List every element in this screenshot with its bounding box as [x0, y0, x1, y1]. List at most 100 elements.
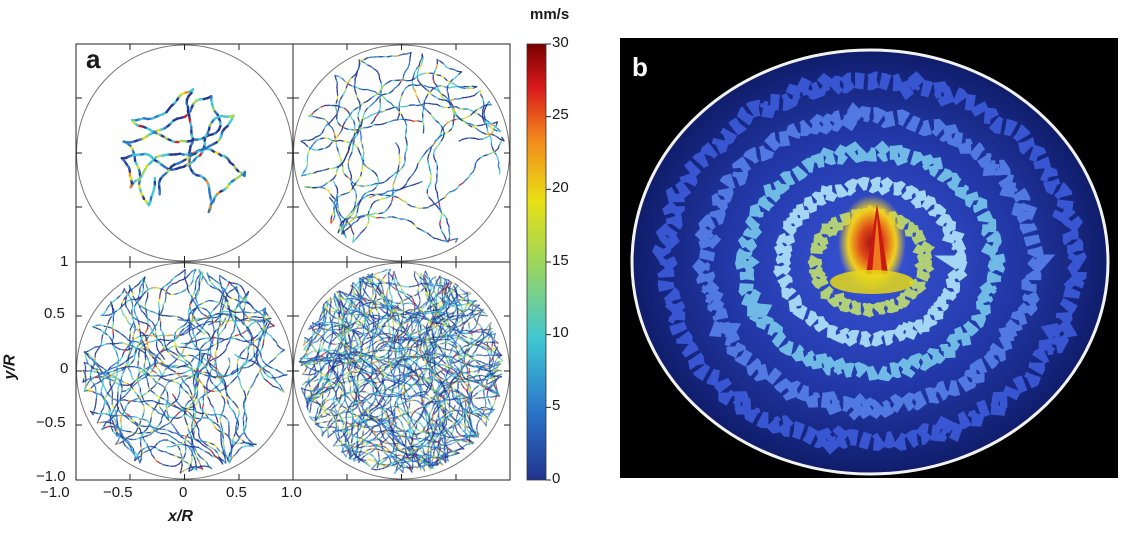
trajectory-segment — [142, 332, 147, 338]
trajectory-segment — [432, 141, 436, 146]
trajectory-segment — [465, 345, 469, 351]
trajectory-segment — [222, 459, 227, 464]
trajectory-segment — [142, 284, 145, 290]
trajectory-segment — [449, 68, 455, 71]
trajectory-segment — [315, 116, 321, 119]
trajectory-segment — [101, 334, 104, 340]
trajectory-segment — [230, 445, 234, 451]
trajectory-segment — [342, 222, 347, 228]
trajectory-segment — [135, 427, 139, 433]
trajectory-segment — [208, 399, 212, 405]
trajectory-segment — [192, 309, 197, 315]
trajectory-segment — [364, 328, 370, 332]
trajectory-segment — [131, 450, 135, 455]
trajectory-segment — [161, 413, 167, 417]
trajectory-segment — [336, 118, 339, 124]
trajectory-segment — [226, 418, 230, 423]
trajectory-segment — [89, 371, 92, 378]
trajectory-segment — [414, 90, 417, 96]
trajectory-segment — [378, 342, 384, 346]
trajectory-segment — [417, 180, 423, 184]
trajectory-segment — [279, 389, 285, 393]
trajectory-segment — [160, 308, 164, 314]
trajectory-segment — [217, 452, 220, 458]
trajectory-segment — [489, 125, 494, 130]
trajectory-segment — [200, 331, 206, 335]
trajectory-segment — [371, 200, 376, 206]
trajectory-segment — [379, 192, 386, 195]
trajectory-segment — [145, 336, 148, 342]
trajectory-segment — [258, 334, 264, 339]
trajectory-segment — [197, 318, 203, 322]
trajectory-segment — [203, 412, 210, 416]
trajectory-segment — [426, 110, 432, 115]
trajectory-segment — [139, 391, 143, 397]
trajectory-segment — [185, 401, 189, 406]
trajectory-segment — [403, 70, 407, 76]
trajectory-segment — [434, 66, 438, 72]
trajectory-segment — [450, 333, 456, 337]
trajectory-segment — [459, 338, 464, 342]
trajectory-segment — [177, 316, 183, 320]
trajectory-segment — [168, 340, 174, 344]
trajectory-segment — [301, 171, 305, 177]
trajectory-segment — [225, 344, 228, 350]
trajectory-segment — [213, 385, 218, 390]
trajectory-segment — [155, 365, 160, 371]
trajectory-segment — [357, 232, 362, 237]
trajectory-segment — [247, 364, 253, 368]
trajectory-segment — [464, 176, 470, 181]
trajectory-segment — [178, 434, 184, 437]
trajectory-segment — [206, 417, 212, 421]
trajectory-segment — [256, 359, 259, 365]
trajectory-segment — [438, 353, 444, 356]
trajectory-segment — [278, 374, 284, 378]
trajectory-segment — [111, 382, 115, 387]
trajectory-segment — [237, 407, 240, 413]
trajectory-segment — [147, 287, 153, 291]
trajectory-segment — [458, 138, 464, 142]
trajectory-segment — [225, 292, 229, 297]
trajectory-segment — [188, 338, 192, 344]
trajectory-segment — [143, 367, 147, 373]
trajectory-segment — [96, 346, 101, 351]
trajectory-segment — [143, 405, 145, 411]
trajectory-segment — [117, 367, 123, 370]
trajectory-segment — [150, 389, 155, 394]
trajectory-segment — [434, 119, 440, 124]
trajectory-segment — [173, 426, 177, 431]
trajectory-segment — [215, 375, 221, 378]
trajectory-segment — [213, 360, 217, 366]
trajectory-segment — [351, 137, 356, 142]
trajectory-segment — [173, 292, 179, 296]
trajectory-segment — [352, 237, 355, 243]
trajectory-segment — [144, 300, 147, 306]
trajectory-segment — [149, 375, 154, 380]
trajectory-segment — [204, 279, 209, 285]
trajectory-segment — [243, 397, 246, 403]
trajectory-segment — [453, 83, 458, 87]
trajectory-segment — [365, 370, 371, 374]
trajectory-segment — [158, 383, 164, 387]
trajectory-segment — [180, 371, 186, 375]
trajectory-segment — [454, 331, 458, 337]
trajectory-segment — [486, 128, 489, 134]
trajectory-segment — [188, 403, 192, 409]
trajectory-segment — [219, 337, 225, 341]
trajectory-segment — [419, 83, 425, 88]
trajectory-segment — [263, 377, 268, 382]
trajectory-segment — [348, 112, 352, 117]
trajectory-segment — [224, 452, 228, 458]
trajectory-segment — [211, 413, 217, 416]
trajectory-segment — [482, 105, 485, 111]
trajectory-segment — [393, 195, 400, 199]
trajectory-segment — [402, 74, 405, 80]
trajectory-segment — [375, 96, 380, 102]
trajectory-segment — [120, 420, 123, 427]
trajectory-segment — [192, 453, 196, 459]
trajectory-segment — [439, 336, 444, 341]
trajectory-segment — [112, 416, 117, 422]
trajectory-segment — [232, 442, 237, 447]
trajectory-segment — [195, 439, 201, 443]
trajectory-segment — [378, 193, 384, 196]
